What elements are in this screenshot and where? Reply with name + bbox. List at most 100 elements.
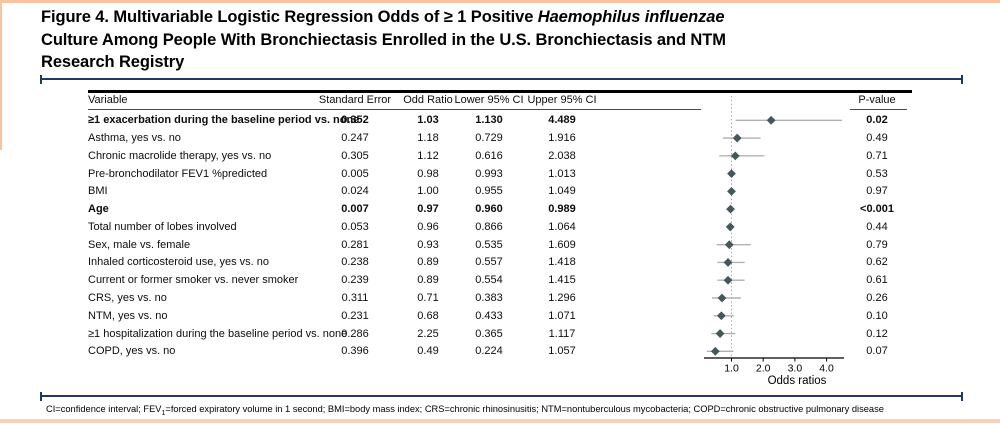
cell-variable: Total number of lobes involved bbox=[88, 220, 237, 233]
x-tick-label: 1.0 bbox=[724, 363, 739, 375]
cell-lower-ci: 0.993 bbox=[475, 167, 503, 180]
cell-p-value: 0.10 bbox=[866, 309, 888, 322]
cell-upper-ci: 1.296 bbox=[548, 292, 576, 304]
cell-odd-ratio: 2.25 bbox=[417, 327, 439, 340]
cell-lower-ci: 0.383 bbox=[475, 292, 503, 304]
cell-lower-ci: 0.365 bbox=[475, 327, 503, 340]
cell-standard-error: 0.281 bbox=[341, 238, 369, 251]
cell-lower-ci: 0.433 bbox=[475, 309, 503, 322]
figure-title-line1: Figure 4. Multivariable Logistic Regress… bbox=[41, 6, 971, 29]
cell-upper-ci: 1.415 bbox=[548, 274, 576, 287]
cell-lower-ci: 0.557 bbox=[475, 256, 503, 269]
cell-standard-error: 0.238 bbox=[341, 256, 369, 269]
footnote: CI=confidence interval; FEV1=forced expi… bbox=[46, 404, 976, 419]
cell-upper-ci: 1.916 bbox=[548, 132, 576, 145]
cell-odd-ratio: 1.03 bbox=[417, 114, 439, 127]
table-row: Age 0.007 0.97 0.960 0.989 <0.001 bbox=[0, 200, 1000, 218]
cell-odd-ratio: 0.97 bbox=[417, 203, 439, 216]
cell-p-value: 0.61 bbox=[866, 274, 888, 287]
cell-p-value: 0.53 bbox=[866, 167, 888, 180]
x-axis-label: Odds ratios bbox=[768, 375, 827, 387]
cell-p-value: <0.001 bbox=[860, 203, 894, 216]
cell-p-value: 0.97 bbox=[866, 185, 888, 198]
cell-p-value: 0.12 bbox=[866, 327, 888, 340]
table-row: Asthma, yes vs. no 0.247 1.18 0.729 1.916 0.4… bbox=[0, 129, 1000, 147]
cell-lower-ci: 0.616 bbox=[475, 149, 503, 162]
figure-title-italic: Haemophilus influenzae bbox=[537, 8, 725, 26]
figure-title-line2: Culture Among People With Bronchiectasis… bbox=[41, 30, 726, 49]
cell-variable: COPD, yes vs. no bbox=[88, 345, 176, 358]
cell-lower-ci: 0.535 bbox=[475, 238, 503, 251]
table-row: Current or former smoker vs. never smoke… bbox=[0, 271, 1000, 289]
footnote-subscript: 1 bbox=[161, 409, 166, 417]
cell-p-value: 0.26 bbox=[866, 292, 888, 304]
cell-variable: NTM, yes vs. no bbox=[88, 309, 168, 322]
cell-upper-ci: 2.038 bbox=[548, 149, 576, 162]
cell-upper-ci: 1.418 bbox=[548, 256, 576, 269]
cell-standard-error: 0.053 bbox=[341, 220, 369, 233]
cell-upper-ci: 4.489 bbox=[548, 114, 576, 127]
cell-standard-error: 0.007 bbox=[341, 203, 369, 216]
bottom-divider-rule bbox=[40, 392, 963, 401]
header-variable: Variable bbox=[88, 94, 128, 106]
cell-variable: ≥1 exacerbation during the baseline peri… bbox=[88, 114, 360, 127]
cell-upper-ci: 1.071 bbox=[548, 309, 576, 322]
cell-upper-ci: 1.117 bbox=[548, 327, 576, 340]
footnote-text-2: =forced expiratory volume in 1 second; B… bbox=[165, 404, 884, 414]
cell-upper-ci: 0.989 bbox=[548, 203, 576, 216]
table-header-row: Variable Standard Error Odd Ratio Lower … bbox=[0, 92, 1000, 109]
cell-standard-error: 0.396 bbox=[341, 345, 369, 358]
cell-variable: Inhaled corticosteroid use, yes vs. no bbox=[88, 256, 269, 269]
cell-p-value: 0.62 bbox=[866, 256, 888, 269]
cell-lower-ci: 0.224 bbox=[475, 345, 503, 358]
cell-lower-ci: 0.866 bbox=[475, 220, 503, 233]
cell-standard-error: 0.247 bbox=[341, 132, 369, 145]
cell-p-value: 0.07 bbox=[866, 345, 888, 358]
x-tick-label: 4.0 bbox=[819, 363, 834, 375]
cell-variable: Sex, male vs. female bbox=[88, 238, 191, 251]
pvalue-header-underline bbox=[850, 109, 907, 110]
cell-odd-ratio: 0.71 bbox=[417, 292, 439, 304]
table-row: Inhaled corticosteroid use, yes vs. no 0.… bbox=[0, 253, 1000, 271]
header-lower-ci: Lower 95% CI bbox=[454, 94, 524, 106]
cell-odd-ratio: 0.89 bbox=[417, 274, 439, 287]
table-row: NTM, yes vs. no 0.231 0.68 0.433 1.071 0.10 bbox=[0, 307, 1000, 325]
table-row: Chronic macrolide therapy, yes vs. no 0.3… bbox=[0, 147, 1000, 165]
footnote-text-1: CI=confidence interval; FEV bbox=[46, 404, 162, 414]
cell-lower-ci: 0.960 bbox=[475, 203, 503, 216]
cell-standard-error: 0.352 bbox=[341, 114, 369, 127]
figure-title-text: Figure 4. Multivariable Logistic Regress… bbox=[41, 8, 538, 26]
figure-title: Figure 4. Multivariable Logistic Regress… bbox=[41, 6, 971, 74]
cell-upper-ci: 1.013 bbox=[548, 167, 576, 180]
table-row: CRS, yes vs. no 0.311 0.71 0.383 1.296 0.26 bbox=[0, 289, 1000, 307]
frame-border-left bbox=[0, 0, 2, 150]
cell-odd-ratio: 0.68 bbox=[417, 309, 439, 322]
cell-upper-ci: 1.049 bbox=[548, 185, 576, 198]
cell-standard-error: 0.239 bbox=[341, 274, 369, 287]
figure-title-line3: Research Registry bbox=[41, 53, 185, 71]
cell-variable: Pre-bronchodilator FEV1 %predicted bbox=[88, 167, 268, 180]
table-row: COPD, yes vs. no 0.396 0.49 0.224 1.057 0.07 bbox=[0, 342, 1000, 360]
cell-odd-ratio: 1.00 bbox=[417, 185, 439, 198]
table-row: Total number of lobes involved 0.053 0.96 0… bbox=[0, 218, 1000, 236]
table-top-rule bbox=[88, 90, 912, 93]
cell-standard-error: 0.024 bbox=[341, 185, 369, 198]
cell-standard-error: 0.286 bbox=[341, 327, 369, 340]
x-tick-label: 2.0 bbox=[756, 363, 771, 375]
frame-border-bottom bbox=[0, 419, 1000, 423]
cell-variable: Asthma, yes vs. no bbox=[88, 132, 181, 145]
cell-upper-ci: 1.064 bbox=[548, 220, 576, 233]
cell-p-value: 0.71 bbox=[866, 149, 888, 162]
cell-variable: CRS, yes vs. no bbox=[88, 292, 167, 304]
frame-border-top bbox=[0, 0, 1000, 3]
cell-p-value: 0.79 bbox=[866, 238, 888, 251]
cell-p-value: 0.44 bbox=[866, 220, 888, 233]
cell-lower-ci: 0.955 bbox=[475, 185, 503, 198]
table-row: ≥1 hospitalization during the baseline p… bbox=[0, 325, 1000, 343]
table-row: BMI 0.024 1.00 0.955 1.049 0.97 bbox=[0, 182, 1000, 200]
cell-variable: Current or former smoker vs. never smoke… bbox=[88, 274, 299, 287]
cell-odd-ratio: 1.18 bbox=[417, 132, 439, 145]
top-divider-rule bbox=[40, 75, 963, 84]
cell-variable: BMI bbox=[88, 185, 108, 198]
cell-lower-ci: 0.729 bbox=[475, 132, 503, 145]
